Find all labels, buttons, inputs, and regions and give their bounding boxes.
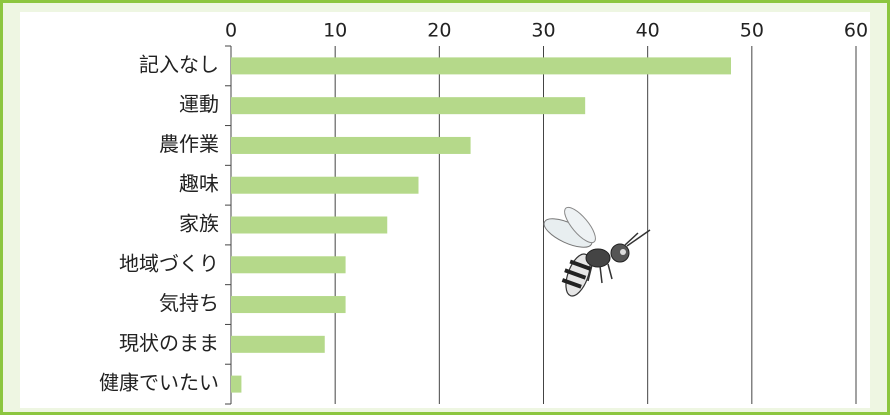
x-tick-label: 10 bbox=[323, 20, 347, 42]
bar bbox=[231, 256, 346, 273]
chart: 0 10 20 30 40 50 60 記入なし運動農作業趣味家族地域づくり気持ち現状のまま健… bbox=[0, 0, 890, 415]
x-tick-label: 40 bbox=[636, 20, 660, 42]
bar bbox=[231, 137, 471, 154]
y-tick-label: 気持ち bbox=[159, 291, 219, 315]
y-tick-label: 趣味 bbox=[179, 172, 219, 196]
x-tick-label: 0 bbox=[225, 20, 237, 42]
bar bbox=[231, 57, 731, 74]
x-tick-label: 30 bbox=[531, 20, 555, 42]
y-tick-label: 地域づくり bbox=[119, 251, 219, 275]
bar bbox=[231, 336, 325, 353]
x-tick-label: 50 bbox=[740, 20, 764, 42]
bar bbox=[231, 177, 419, 194]
bar bbox=[231, 296, 346, 313]
y-tick-label: 運動 bbox=[179, 92, 219, 116]
bar bbox=[231, 97, 585, 114]
x-tick-label: 60 bbox=[844, 20, 868, 42]
y-tick-label: 農作業 bbox=[159, 132, 219, 156]
y-tick-label: 家族 bbox=[179, 212, 219, 236]
bar bbox=[231, 376, 241, 393]
y-tick-label: 記入なし bbox=[139, 52, 219, 76]
x-tick-label: 20 bbox=[427, 20, 451, 42]
bar bbox=[231, 217, 387, 234]
y-tick-label: 健康でいたい bbox=[99, 371, 219, 395]
y-tick-label: 現状のまま bbox=[119, 331, 219, 355]
